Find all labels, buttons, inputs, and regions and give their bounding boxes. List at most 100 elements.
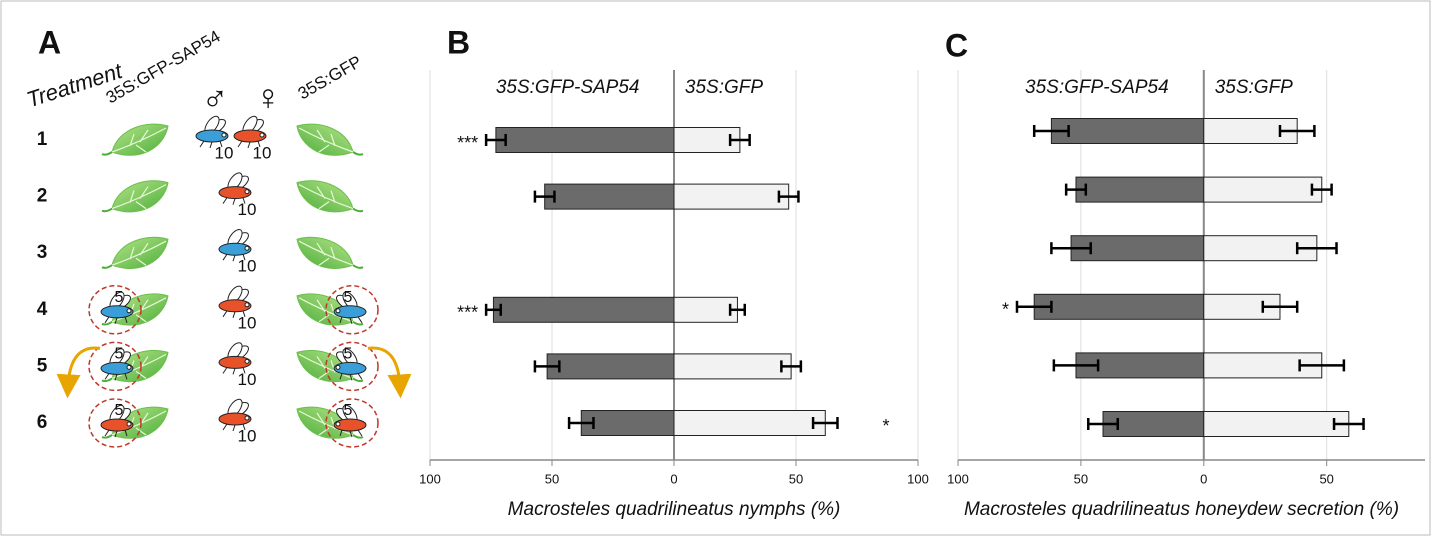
- leaf-stem: [101, 207, 113, 213]
- right-plant-label: 35S:GFP: [295, 52, 365, 103]
- error-bar: [567, 417, 595, 429]
- error-bar: [1032, 125, 1070, 137]
- error-bar: [1261, 300, 1299, 313]
- error-bar: [1332, 418, 1365, 430]
- error-bar: [1087, 418, 1120, 430]
- insect-count: 10: [238, 370, 257, 389]
- eye: [335, 364, 341, 370]
- male-symbol: ♂: [202, 77, 229, 118]
- leaf-blade: [296, 180, 354, 213]
- x-axis-title: Macrosteles quadrilineatus honeydew secr…: [964, 499, 1399, 520]
- bar: [673, 296, 738, 323]
- leafhopper: [218, 342, 252, 375]
- bar: [1070, 235, 1205, 262]
- leaf-vein: [298, 353, 354, 379]
- leafhopper: [195, 115, 229, 149]
- error-bar: [1310, 183, 1333, 196]
- error-bar: [533, 190, 556, 203]
- panel-label: B: [447, 24, 470, 60]
- error-bar: [1278, 125, 1316, 137]
- leaf-blade: [111, 236, 169, 269]
- leafhopper: [333, 291, 367, 324]
- legs: [222, 197, 246, 205]
- legs: [104, 316, 128, 324]
- cage-circle: [325, 341, 379, 392]
- x-tick-label: 100: [947, 471, 969, 486]
- bar: [673, 353, 792, 380]
- significance: ***: [457, 133, 478, 153]
- leaf-vein: [298, 297, 354, 323]
- eye: [244, 245, 250, 251]
- eye: [244, 415, 250, 421]
- legs: [104, 373, 128, 381]
- row-number: 4: [37, 299, 48, 320]
- leafhopper: [100, 291, 134, 324]
- leaf: [296, 349, 364, 383]
- bar: [1033, 293, 1205, 320]
- leafhopper: [333, 348, 367, 381]
- cage-circle: [88, 398, 142, 448]
- cage-count: 5: [344, 402, 353, 419]
- leaf: [296, 293, 364, 326]
- leafhopper: [100, 348, 134, 381]
- leaf-stem: [101, 434, 113, 439]
- x-axis-title: Macrosteles quadrilineatus nymphs (%): [508, 499, 841, 520]
- leaf-stem: [352, 377, 364, 383]
- bar: [580, 410, 675, 436]
- leaf-vein: [111, 240, 167, 266]
- series-header: 35S:GFP-SAP54: [1025, 77, 1169, 98]
- cage-circle: [325, 398, 379, 448]
- leaf: [296, 123, 364, 156]
- legs: [339, 316, 363, 324]
- move-arrow: [56, 346, 101, 399]
- legs: [237, 140, 261, 149]
- cage-count: 5: [344, 289, 353, 306]
- leafhopper: [100, 404, 134, 438]
- leaf-stem: [101, 377, 113, 383]
- row-number: 6: [37, 412, 48, 433]
- significance: ***: [457, 303, 478, 323]
- leaf-vein: [111, 184, 167, 210]
- bar: [492, 296, 675, 323]
- error-bar: [1295, 242, 1338, 255]
- leaf-vein: [298, 184, 354, 210]
- leaf-stem: [101, 320, 113, 326]
- error-bar: [484, 303, 503, 316]
- error-bar: [1050, 242, 1092, 255]
- leaf-stem: [352, 264, 364, 269]
- eye: [244, 358, 250, 364]
- row-number: 3: [37, 242, 48, 263]
- error-bar: [1298, 359, 1346, 372]
- eye: [335, 308, 341, 314]
- leafhopper: [218, 285, 252, 318]
- cage-count: 5: [344, 346, 353, 363]
- cage-count: 5: [115, 402, 124, 419]
- row-number: 5: [37, 355, 48, 376]
- bar: [1203, 176, 1323, 203]
- leaf-vein: [111, 127, 167, 153]
- error-bar: [728, 134, 751, 146]
- bar: [673, 183, 790, 210]
- leaf-stem: [352, 320, 364, 326]
- x-tick-label: 0: [1200, 471, 1207, 486]
- x-tick-label: 100: [907, 471, 929, 486]
- series-header: 35S:GFP-SAP54: [496, 77, 640, 98]
- insect-count: 10: [253, 143, 272, 162]
- legs: [104, 429, 128, 438]
- x-tick-label: 50: [1319, 471, 1333, 486]
- bar: [544, 183, 675, 210]
- error-bar: [728, 303, 747, 316]
- cage-count: 5: [115, 346, 124, 363]
- legs: [222, 253, 246, 262]
- cage-count: 5: [115, 289, 124, 306]
- legs: [222, 367, 246, 375]
- move-arrow: [367, 346, 412, 399]
- insect-count: 10: [215, 143, 234, 162]
- bar: [495, 127, 675, 153]
- bar: [673, 410, 826, 436]
- leaf-stem: [101, 151, 113, 156]
- error-bar: [1064, 183, 1088, 196]
